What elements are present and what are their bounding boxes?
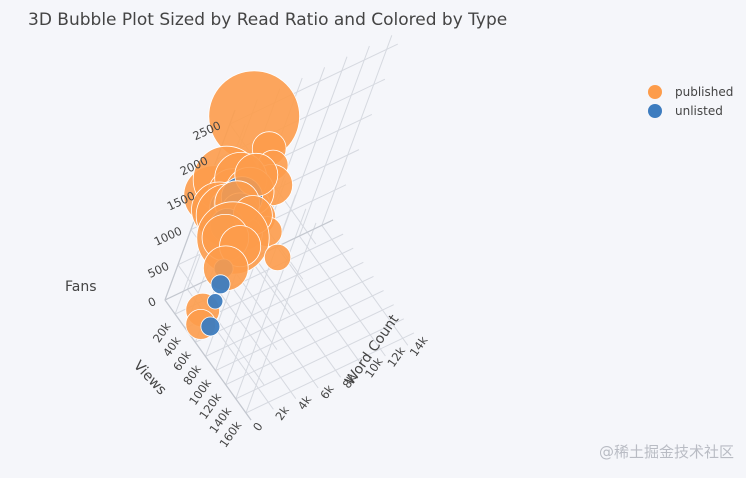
grid-line [245,332,415,414]
x-tick-label: 4k [295,393,315,413]
chart-title: 3D Bubble Plot Sized by Read Ratio and C… [28,10,508,30]
z-tick-label: 500 [145,259,171,281]
grid-line [235,208,307,399]
grid-line [321,35,393,226]
grid-line [321,225,409,346]
grid-line [177,264,265,386]
watermark: @稀土掘金技术社区 [598,443,734,461]
grid-line [209,278,297,399]
legend-label-published: published [675,84,734,99]
legend-item-unlisted[interactable]: unlisted [648,101,733,120]
x-tick-label: 6k [317,382,337,402]
grid-line [215,290,384,372]
z-tick-label: 1000 [152,224,184,249]
bubble-unlisted[interactable] [210,274,231,295]
grid-line [276,246,364,367]
legend-item-published[interactable]: published [648,82,733,101]
grid-line [235,318,405,400]
grid-line [298,45,370,237]
bubble-published[interactable] [263,243,292,271]
grid-line [205,276,374,357]
grid-line [195,261,364,343]
x-tick-label: 14k [407,333,431,359]
legend: published unlisted [648,82,733,120]
grid-line [245,222,317,414]
grid-line [225,194,297,385]
tick-layer: 02k4k6k8k10k12k14k20k40k60k80k100k120k14… [145,118,430,450]
grid-line [231,267,319,389]
legend-label-unlisted: unlisted [675,103,723,118]
grid-line [225,304,394,386]
x-tick-label: 12k [384,344,408,370]
bubble-unlisted[interactable] [207,293,224,310]
grid-line [298,235,386,357]
y-axis-title: Views [130,358,169,399]
x-tick-label: 0 [250,420,266,434]
grid-line [254,257,342,378]
legend-swatch-unlisted [648,103,662,118]
z-tick-label: 0 [146,294,159,310]
legend-swatch-published [648,84,662,99]
bubble-layer[interactable] [183,70,300,340]
x-tick-label: 2k [272,403,292,423]
axis-line-y [164,299,252,421]
bubble-unlisted[interactable] [200,316,221,337]
z-axis-title: Fans [65,279,97,295]
